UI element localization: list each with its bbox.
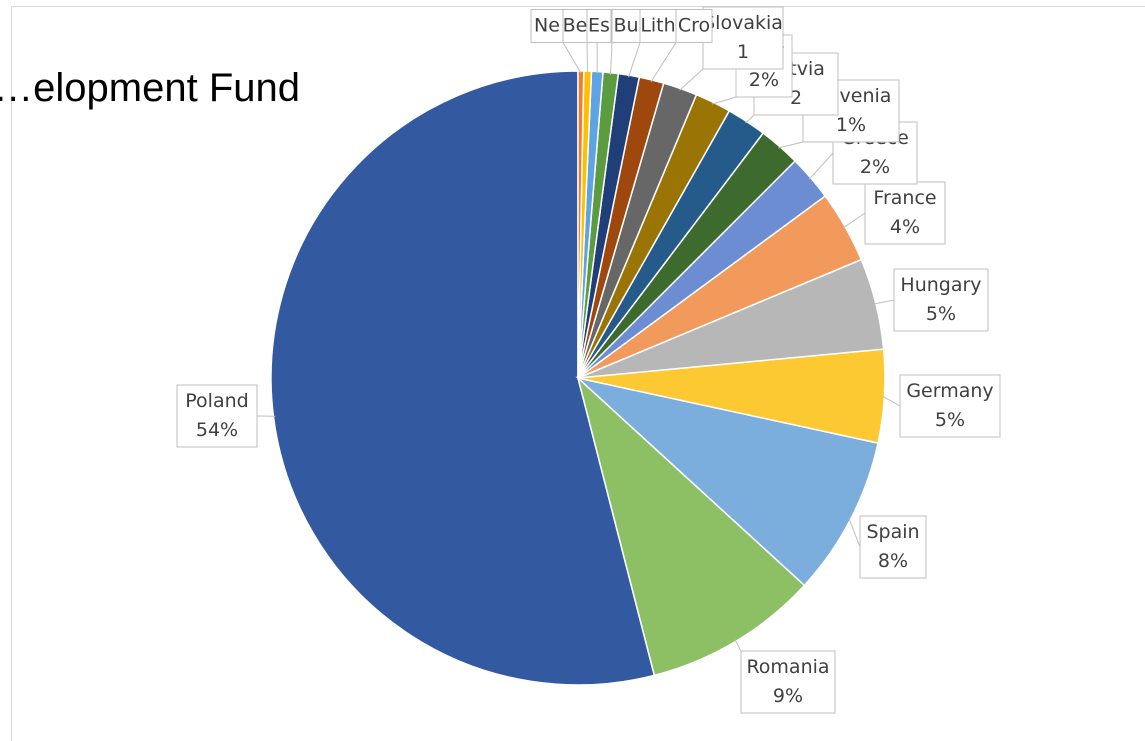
data-label-box-france: [864, 181, 946, 245]
leader-line-slovenia: [778, 141, 804, 149]
leader-line-greece: [808, 152, 834, 180]
pie-slice-spain: [575, 376, 879, 587]
data-label-percent-romania: 9%: [773, 685, 803, 707]
data-label-percent-slovenia: 1%: [836, 114, 866, 136]
data-label-name-france: France: [873, 187, 936, 209]
data-label-name-romania: Romania: [746, 656, 829, 678]
leader-line-spain: [848, 517, 861, 548]
data-label-percent-france: 4%: [890, 216, 920, 238]
chart-title: …elopment Fund: [0, 66, 300, 111]
data-label-box-bulgaria: [611, 9, 641, 43]
data-label-box-poland: [176, 384, 258, 448]
chart-title-text: …elopment Fund: [0, 66, 300, 110]
data-label-box-estonia: [586, 9, 612, 43]
data-label-name-spain: Spain: [866, 521, 919, 543]
leader-line-slovakia: [679, 68, 704, 91]
data-label-box-spain: [859, 515, 927, 579]
data-label-percent-germany: 5%: [935, 409, 965, 431]
data-label-name-germany: Germany: [906, 380, 993, 402]
data-label-name-bulgaria: Bu: [613, 15, 638, 37]
data-label-name-hungary: Hungary: [900, 274, 981, 296]
data-label-box-slovakia: [702, 6, 784, 70]
leader-line-italy: [712, 96, 737, 105]
chart-area-border: [11, 6, 1145, 741]
leader-line-france: [843, 212, 866, 229]
leader-line-hungary: [873, 299, 895, 305]
data-label-box-germany: [899, 374, 1001, 438]
pie-slice-netherlands: [577, 70, 585, 379]
data-label-box-croatia: [675, 9, 713, 43]
data-label-percent-hungary: 5%: [926, 303, 956, 325]
data-label-name-lithuania: Lith: [640, 15, 675, 37]
leader-line-lithuania: [628, 42, 641, 78]
data-label-name-poland: Poland: [185, 390, 248, 412]
data-label-name-belgium: Be: [563, 15, 588, 37]
leader-line-germany: [882, 395, 901, 407]
data-label-name-slovakia: Slovakia: [703, 12, 783, 34]
leader-line-latvia: [745, 114, 755, 124]
data-label-percent-slovakia: 1: [737, 41, 749, 63]
leader-line-romania: [734, 639, 742, 652]
data-label-name-estonia: Es: [588, 15, 610, 37]
leader-line-croatia: [650, 42, 677, 83]
data-label-name-croatia: Cro: [678, 15, 710, 37]
data-label-percent-latvia: 2: [790, 87, 802, 109]
leader-line-belgium: [586, 42, 589, 74]
data-label-percent-greece: 2%: [860, 156, 890, 178]
data-label-percent-poland: 54%: [196, 419, 238, 441]
data-label-percent-italy: 2%: [749, 69, 779, 91]
data-label-percent-spain: 8%: [878, 550, 908, 572]
data-label-box-hungary: [893, 268, 989, 332]
data-label-box-netherlands: [530, 9, 564, 43]
leader-line-netherlands: [562, 42, 582, 74]
data-label-box-romania: [740, 650, 836, 714]
data-label-name-netherlands: Ne: [534, 15, 560, 37]
leader-line-bulgaria: [610, 42, 613, 75]
